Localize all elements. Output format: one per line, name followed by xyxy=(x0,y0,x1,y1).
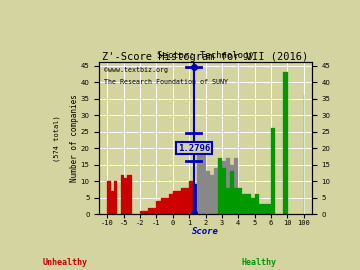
Bar xyxy=(140,211,148,214)
X-axis label: Score: Score xyxy=(192,227,219,236)
Bar xyxy=(234,158,238,214)
Bar xyxy=(185,188,189,214)
Bar xyxy=(271,128,275,214)
Bar xyxy=(218,158,222,214)
Bar xyxy=(173,191,177,214)
Text: (574 total): (574 total) xyxy=(54,115,60,161)
Bar xyxy=(161,198,165,214)
Bar xyxy=(267,204,271,214)
Bar xyxy=(157,201,161,214)
Bar xyxy=(206,171,210,214)
Bar xyxy=(242,194,247,214)
Bar xyxy=(114,181,117,214)
Text: Healthy: Healthy xyxy=(242,258,277,266)
Bar xyxy=(124,178,126,214)
Title: Z'-Score Histogram for VII (2016): Z'-Score Histogram for VII (2016) xyxy=(103,52,309,62)
Bar xyxy=(283,72,288,214)
Bar xyxy=(263,204,267,214)
Bar xyxy=(165,198,169,214)
Bar xyxy=(222,161,226,214)
Bar xyxy=(214,168,218,214)
Bar xyxy=(189,181,193,214)
Text: The Research Foundation of SUNY: The Research Foundation of SUNY xyxy=(104,79,228,85)
Bar xyxy=(238,188,242,214)
Bar xyxy=(226,188,230,214)
Bar xyxy=(234,188,238,214)
Bar xyxy=(148,208,157,214)
Bar xyxy=(222,168,226,214)
Bar xyxy=(259,204,263,214)
Bar xyxy=(247,194,251,214)
Y-axis label: Number of companies: Number of companies xyxy=(70,94,79,182)
Text: 1.2796: 1.2796 xyxy=(177,144,210,153)
Bar xyxy=(255,194,259,214)
Bar xyxy=(126,174,132,214)
Bar xyxy=(111,191,114,214)
Bar xyxy=(251,198,255,214)
Text: ©www.textbiz.org: ©www.textbiz.org xyxy=(104,67,167,73)
Bar xyxy=(226,158,230,214)
Bar xyxy=(210,174,214,214)
Bar xyxy=(218,161,222,214)
Bar xyxy=(197,145,202,214)
Text: Sector: Technology: Sector: Technology xyxy=(157,51,254,60)
Bar xyxy=(193,184,197,214)
Bar xyxy=(121,174,124,214)
Bar xyxy=(177,191,181,214)
Bar xyxy=(230,171,234,214)
Bar xyxy=(169,194,173,214)
Bar xyxy=(202,151,206,214)
Bar xyxy=(107,181,111,214)
Bar xyxy=(181,188,185,214)
Text: Unhealthy: Unhealthy xyxy=(42,258,87,266)
Bar xyxy=(230,165,234,214)
